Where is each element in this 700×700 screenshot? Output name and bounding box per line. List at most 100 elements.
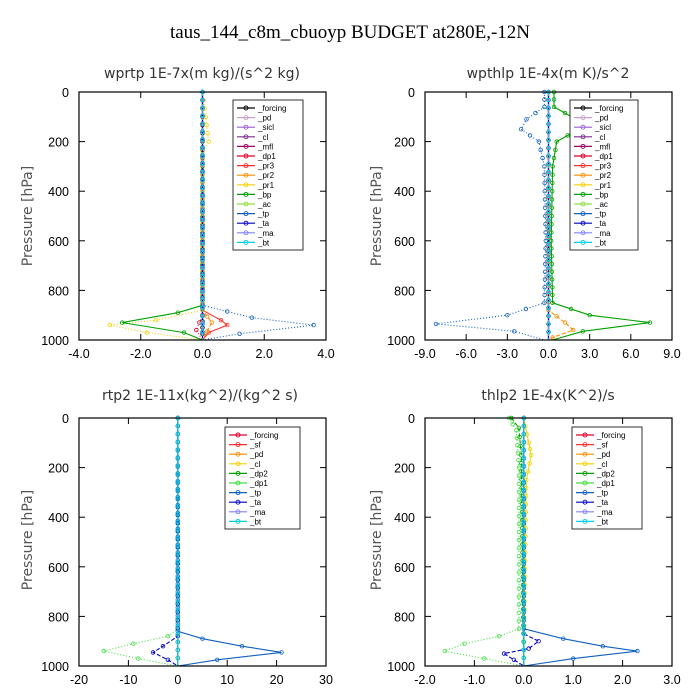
series-marker: [175, 615, 180, 621]
series-marker: [546, 105, 551, 111]
series-marker: [175, 631, 180, 637]
plot-frame: [424, 91, 673, 341]
legend-entry: _sicl: [257, 123, 274, 132]
series-marker: [175, 655, 180, 661]
series-marker: [542, 197, 548, 202]
series-marker: [521, 463, 526, 469]
series-marker: [543, 238, 548, 243]
series-marker: [542, 205, 548, 210]
series-marker: [496, 634, 502, 639]
series-marker: [542, 172, 547, 177]
series-line: [195, 92, 204, 341]
series-marker: [536, 639, 541, 644]
legend-entry: _sf: [596, 441, 608, 450]
legend-marker: [243, 201, 249, 207]
legend-entry: _ac: [257, 200, 271, 209]
series-marker: [550, 285, 555, 290]
series-marker: [542, 104, 547, 110]
series-marker: [546, 249, 551, 255]
series-marker: [521, 607, 526, 613]
legend-entry: _ta: [596, 498, 609, 507]
legend-marker: [235, 432, 241, 438]
series-marker: [218, 318, 224, 323]
y-tick-label: 600: [48, 561, 69, 575]
series-marker: [543, 261, 548, 267]
x-tick-label: 4.0: [317, 347, 334, 361]
series-marker: [550, 292, 555, 298]
series-marker: [200, 153, 205, 159]
series-marker: [501, 651, 507, 656]
series-marker: [514, 435, 520, 440]
x-tick-label: -9.0: [414, 347, 436, 361]
series-marker: [175, 439, 180, 445]
legend-entry: _mfl: [594, 142, 610, 151]
series-marker: [175, 487, 180, 493]
legend-entry: _bp: [257, 190, 272, 199]
series-marker: [546, 297, 551, 303]
series-marker: [175, 423, 180, 429]
legend-entry: _forcing: [249, 431, 278, 440]
plot-frame: [78, 417, 327, 667]
series-marker: [200, 97, 205, 103]
series-marker: [521, 487, 526, 493]
legend-marker: [235, 451, 241, 457]
panel-title: wprtp 1E-7x(m kg)/(s^2 kg): [104, 66, 300, 82]
legend-marker: [243, 153, 249, 159]
series-marker: [200, 185, 205, 191]
series-marker: [514, 428, 519, 433]
y-tick-label: 200: [48, 462, 69, 476]
legend-entry: _mfl: [257, 142, 273, 151]
series-marker: [521, 559, 526, 565]
series-marker: [521, 551, 526, 557]
legend-marker: [235, 470, 241, 476]
series-marker: [200, 145, 205, 151]
legend-entry: _forcing: [594, 104, 623, 113]
series-marker: [516, 489, 522, 494]
series-marker: [433, 321, 439, 327]
series-marker: [546, 145, 551, 151]
series-marker: [200, 129, 205, 135]
series-marker: [521, 543, 526, 549]
series-marker: [175, 447, 180, 453]
x-tick-label: 0.0: [515, 673, 532, 687]
legend-marker: [580, 230, 586, 236]
series-marker: [175, 479, 180, 485]
series-marker: [546, 129, 551, 135]
x-tick-label: 30: [319, 673, 333, 687]
series-marker: [562, 110, 568, 116]
x-tick-label: 10: [220, 673, 234, 687]
series-marker: [175, 567, 180, 573]
series-marker: [536, 139, 542, 144]
series-marker: [153, 318, 159, 323]
y-tick-label: 600: [394, 235, 415, 249]
series-marker: [200, 321, 205, 327]
series-marker: [175, 575, 180, 581]
series-marker: [521, 455, 526, 461]
series-marker: [516, 458, 521, 463]
series-marker: [517, 434, 522, 440]
series-marker: [521, 535, 526, 541]
series-marker: [521, 447, 526, 453]
series-marker: [200, 209, 205, 215]
y-tick-label: 400: [394, 185, 415, 199]
legend-entry: _bt: [249, 517, 262, 526]
series-marker: [175, 647, 180, 653]
series-marker: [200, 313, 205, 319]
series-marker: [239, 644, 245, 649]
series-marker: [542, 285, 547, 290]
series-marker: [546, 225, 551, 231]
series-marker: [546, 121, 551, 127]
legend-entry: _ta: [594, 219, 607, 228]
legend-marker: [235, 509, 241, 515]
series-marker: [521, 583, 526, 589]
series-marker: [175, 591, 180, 597]
series-marker: [175, 543, 180, 549]
legend-marker: [580, 220, 586, 226]
series-marker: [200, 257, 205, 263]
series-marker: [546, 97, 551, 103]
series-marker: [119, 320, 125, 325]
y-tick-label: 600: [394, 561, 415, 575]
legend-marker: [243, 134, 249, 140]
series-marker: [546, 201, 551, 207]
series-marker: [549, 277, 555, 282]
